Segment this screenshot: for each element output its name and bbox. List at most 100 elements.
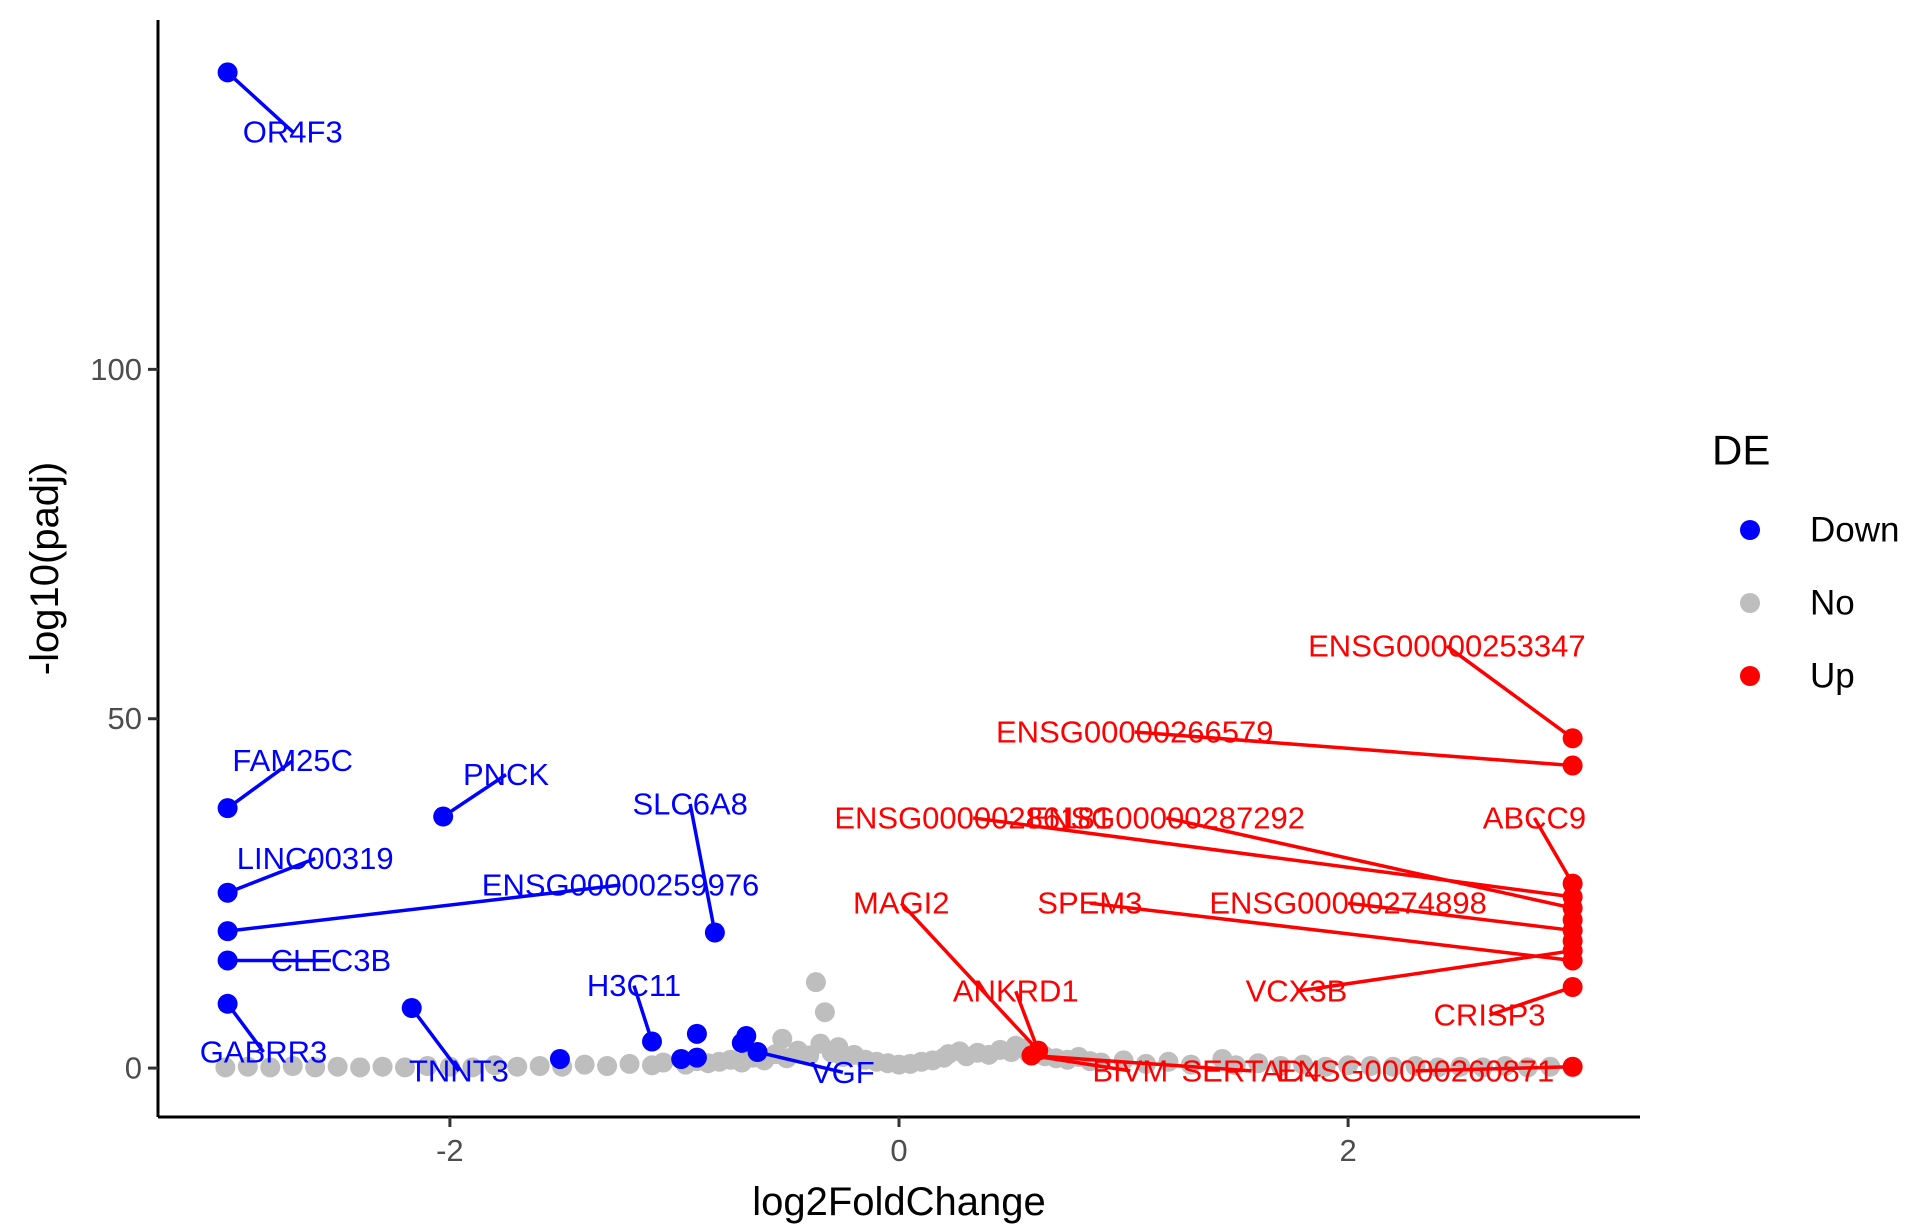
data-point-no-1	[237, 1056, 258, 1077]
gene-label-ensg00000266579: ENSG00000266579	[996, 715, 1274, 750]
leader-line-11	[1445, 644, 1574, 740]
gene-label-h3c11: H3C11	[587, 968, 681, 1003]
data-point-no-20	[653, 1052, 674, 1073]
gene-label-magi2: MAGI2	[853, 886, 949, 921]
data-point-no-0	[215, 1057, 236, 1078]
data-point-no-18	[619, 1053, 640, 1074]
gene-label-vgf: VGF	[811, 1055, 875, 1090]
gene-label-abcc9: ABCC9	[1483, 800, 1586, 835]
data-point-no-77	[1383, 1056, 1403, 1077]
legend-marker-up	[1740, 666, 1760, 686]
leader-line-17	[1089, 901, 1573, 963]
gene-label-or4f3: OR4F3	[243, 114, 343, 149]
data-point-no-3	[282, 1055, 303, 1076]
gene-label-ankrd1: ANKRD1	[953, 974, 1079, 1009]
y-tick-label-0: 0	[125, 1051, 142, 1086]
data-point-down-13	[686, 1047, 707, 1068]
leader-line-14	[1165, 816, 1574, 910]
gene-label-vcx3b: VCX3B	[1246, 974, 1348, 1009]
gene-label-ensg00000287292: ENSG00000287292	[1027, 800, 1305, 835]
leader-line-9	[410, 1006, 461, 1072]
data-point-no-6	[350, 1057, 371, 1078]
leader-line-5	[688, 803, 717, 933]
data-point-no-79	[1427, 1057, 1448, 1078]
y-tick-label-2: 100	[90, 352, 142, 387]
leader-line-8	[226, 1002, 265, 1054]
axes-layer: -2 0 2 0 50 100 log2FoldChange -log10(padj)	[23, 20, 1640, 1224]
leader-line-4	[227, 883, 621, 933]
y-tick-label-1: 50	[108, 701, 142, 736]
data-point-no-73	[1293, 1054, 1314, 1075]
data-point-no-68	[1180, 1054, 1201, 1075]
data-point-no-74	[1315, 1056, 1336, 1077]
leader-line-24	[1415, 1064, 1573, 1073]
data-point-no-82	[1495, 1055, 1516, 1076]
leader-line-19	[1014, 990, 1040, 1052]
data-point-no-9	[417, 1055, 438, 1076]
data-point-no-75	[1338, 1055, 1359, 1076]
gene-label-ensg00000286181: ENSG00000286181	[834, 800, 1112, 835]
data-point-no-80	[1450, 1056, 1471, 1077]
gene-label-ensg00000260871: ENSG00000260871	[1277, 1053, 1555, 1088]
gene-label-spem3: SPEM3	[1037, 886, 1142, 921]
legend-label-down: Down	[1810, 511, 1899, 550]
legend-marker-down	[1740, 520, 1760, 540]
legend: DE Down No Up	[1712, 427, 1899, 696]
leader-line-3	[226, 856, 316, 895]
data-point-no-30	[772, 1028, 793, 1049]
leader-line-10	[757, 1050, 844, 1074]
data-point-no-36	[814, 1002, 835, 1023]
data-point-no-4	[305, 1057, 326, 1078]
data-point-no-17	[597, 1055, 618, 1076]
gene-label-gabrr3: GABRR3	[200, 1035, 327, 1070]
gene-label-clec3b: CLEC3B	[271, 943, 392, 978]
data-point-no-8	[395, 1057, 415, 1078]
data-point-no-14	[529, 1055, 550, 1076]
legend-marker-no	[1740, 593, 1760, 613]
gene-label-linc00319: LINC00319	[237, 841, 394, 876]
gene-label-bivm: BIVM	[1092, 1053, 1168, 1088]
leader-line-13	[972, 816, 1573, 899]
data-point-down-14	[671, 1049, 692, 1070]
y-axis-title: -log10(padj)	[23, 462, 67, 675]
data-point-no-12	[484, 1055, 505, 1076]
gene-label-tnnt3: TNNT3	[409, 1053, 509, 1088]
data-point-no-11	[462, 1057, 483, 1078]
leader-line-7	[632, 985, 654, 1043]
data-point-no-10	[439, 1056, 460, 1077]
leader-line-20	[1296, 948, 1573, 993]
data-point-no-71	[1248, 1053, 1269, 1074]
data-point-no-72	[1270, 1055, 1291, 1076]
data-point-down-10	[686, 1023, 707, 1044]
data-point-no-76	[1360, 1055, 1381, 1076]
data-point-no-7	[372, 1056, 393, 1077]
gene-label-crisp3: CRISP3	[1434, 997, 1546, 1032]
legend-title: DE	[1712, 427, 1770, 474]
x-tick-label-1: 0	[890, 1133, 907, 1168]
legend-label-up: Up	[1810, 657, 1855, 696]
data-point-no-13	[507, 1056, 528, 1077]
data-point-down-12	[731, 1032, 752, 1053]
legend-label-no: No	[1810, 584, 1855, 623]
leader-line-2	[442, 773, 508, 819]
gene-label-slc6a8: SLC6A8	[632, 786, 747, 821]
data-point-no-5	[327, 1056, 348, 1077]
gene-label-sertad4: SERTAD4	[1181, 1053, 1321, 1088]
gene-label-pnck: PNCK	[463, 757, 549, 792]
x-axis-title: log2FoldChange	[752, 1180, 1046, 1224]
leader-line-12	[1134, 730, 1573, 768]
leader-line-23	[1031, 1053, 1252, 1073]
leader-line-16	[899, 901, 1040, 1052]
data-point-no-2	[260, 1057, 281, 1078]
x-tick-label-0: -2	[436, 1133, 464, 1168]
leader-line-21	[1488, 985, 1574, 1017]
leader-line-1	[226, 759, 294, 810]
labels-layer: OR4F3 FAM25C PNCK LINC00319 ENSG00000259976 S…	[200, 71, 1586, 1090]
gene-label-ensg00000274898: ENSG00000274898	[1209, 886, 1487, 921]
gene-label-fam25c: FAM25C	[232, 743, 353, 778]
data-point-no-16	[574, 1054, 595, 1075]
gene-label-ensg00000253347: ENSG00000253347	[1308, 629, 1586, 664]
gene-label-ensg00000259976: ENSG00000259976	[482, 868, 760, 903]
